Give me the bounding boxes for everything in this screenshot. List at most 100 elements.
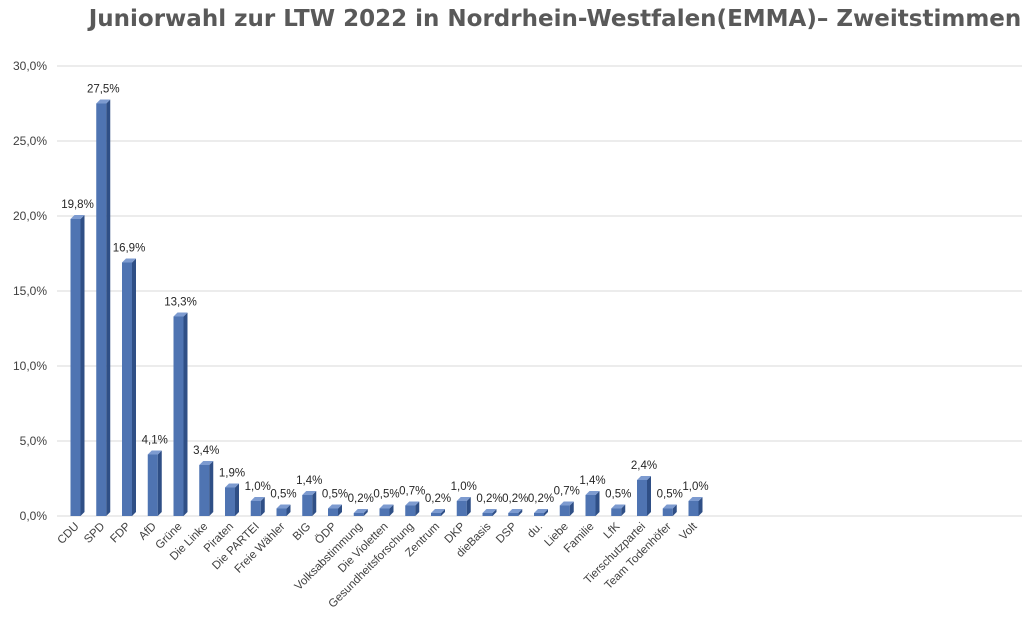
data-label: 0,5% xyxy=(605,489,631,501)
chart-title: Juniorwahl zur LTW 2022 in Nordrhein-Wes… xyxy=(88,6,1022,32)
x-tick-label: DSP xyxy=(494,520,519,545)
bar xyxy=(508,509,523,516)
data-label: 16,9% xyxy=(113,243,146,255)
bar xyxy=(225,483,239,516)
bar-front xyxy=(482,513,493,516)
data-label: 1,0% xyxy=(682,481,708,493)
data-label: 0,5% xyxy=(657,489,683,501)
bar-top xyxy=(534,509,548,513)
bar-front xyxy=(96,103,107,516)
bar xyxy=(122,258,136,516)
bar-top xyxy=(508,509,523,513)
bar-side xyxy=(466,497,471,516)
bar-side xyxy=(544,509,548,516)
y-tick-label: 10,0% xyxy=(13,359,47,373)
bar xyxy=(96,99,111,516)
bar-side xyxy=(157,450,162,516)
data-label: 1,0% xyxy=(245,481,271,493)
bar-top xyxy=(482,509,497,513)
bar-top xyxy=(302,491,317,495)
bar xyxy=(302,491,317,516)
bar-top xyxy=(662,504,677,509)
y-tick-label: 30,0% xyxy=(13,59,47,73)
bar xyxy=(559,501,574,516)
bar-side xyxy=(209,461,214,516)
bar-side xyxy=(647,476,651,516)
x-tick-label: Volt xyxy=(678,520,701,543)
bar-side xyxy=(286,504,291,516)
bar-front xyxy=(559,505,570,516)
bar xyxy=(199,461,214,516)
data-label: 0,7% xyxy=(399,486,425,498)
bar xyxy=(328,504,342,516)
bar-front xyxy=(173,316,184,516)
y-tick-label: 0,0% xyxy=(20,509,48,523)
data-label: 19,8% xyxy=(61,199,94,211)
data-label: 1,0% xyxy=(451,481,477,493)
bar-side xyxy=(492,509,497,516)
data-label: 0,2% xyxy=(348,493,374,505)
bar-side xyxy=(363,509,368,516)
data-label: 1,4% xyxy=(296,475,322,487)
x-tick-label: du. xyxy=(525,521,545,541)
bar-front xyxy=(250,501,261,516)
data-label: 27,5% xyxy=(87,84,120,96)
bar-side xyxy=(183,312,188,516)
y-tick-label: 15,0% xyxy=(13,284,47,298)
x-tick-label: SPD xyxy=(82,521,107,546)
x-tick-label: AfD xyxy=(137,521,159,543)
bar-front xyxy=(405,505,416,516)
bar-front xyxy=(637,480,647,516)
bar-front xyxy=(456,501,467,516)
bar-front xyxy=(611,508,622,516)
bar-top xyxy=(688,497,703,501)
x-tick-label: LfK xyxy=(602,520,623,541)
bar-side xyxy=(415,501,420,516)
bar xyxy=(534,509,548,516)
x-tick-label: CDU xyxy=(56,521,82,547)
bar-front xyxy=(379,508,390,516)
bar xyxy=(456,497,471,516)
bar-front xyxy=(662,508,673,516)
bar xyxy=(173,312,188,516)
bar xyxy=(688,497,703,516)
bar-side xyxy=(389,504,394,516)
bar-top xyxy=(276,504,291,509)
data-label: 1,9% xyxy=(219,468,245,480)
bar-side xyxy=(312,491,317,516)
bar xyxy=(379,504,394,516)
bar-front xyxy=(508,513,519,516)
bar-front xyxy=(276,508,287,516)
x-tick-label: BIG xyxy=(291,521,314,544)
bar-front xyxy=(122,262,132,516)
bar-side xyxy=(338,504,342,516)
bar-top xyxy=(122,258,136,263)
bar-side xyxy=(106,99,111,516)
bar xyxy=(405,501,420,516)
data-label: 2,4% xyxy=(631,460,657,472)
bar-top xyxy=(585,491,600,495)
bar-side xyxy=(518,509,523,516)
data-label: 0,5% xyxy=(322,489,348,501)
data-label: 0,5% xyxy=(270,489,296,501)
data-label: 3,4% xyxy=(193,445,219,457)
bar xyxy=(637,476,651,516)
bar xyxy=(482,509,497,516)
bar xyxy=(431,509,445,516)
bar xyxy=(662,504,677,516)
bar-top xyxy=(199,461,214,465)
bar-front xyxy=(147,454,158,516)
bar xyxy=(276,504,291,516)
bar-top xyxy=(353,509,368,513)
bar-top xyxy=(328,504,342,509)
bar-side xyxy=(569,501,574,516)
bar-front xyxy=(199,465,210,516)
bar-top xyxy=(405,501,420,506)
y-tick-label: 20,0% xyxy=(13,209,47,223)
bar-front xyxy=(688,501,699,516)
data-label: 0,5% xyxy=(373,489,399,501)
bar-side xyxy=(132,258,136,516)
bar-top xyxy=(456,497,471,501)
